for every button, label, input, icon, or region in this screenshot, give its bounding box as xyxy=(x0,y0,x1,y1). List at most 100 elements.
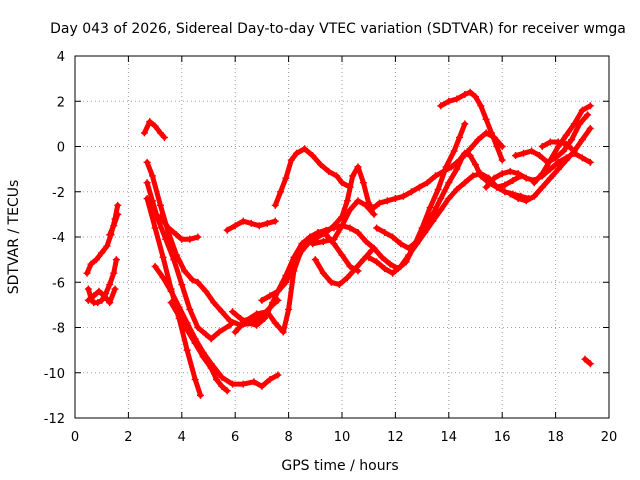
data-point-marker xyxy=(335,281,343,289)
series-track-7 xyxy=(143,179,234,343)
data-point-marker xyxy=(172,231,180,239)
series-line xyxy=(141,119,167,140)
data-point-marker xyxy=(528,147,536,155)
data-point-marker xyxy=(106,231,114,239)
data-point-marker xyxy=(287,156,295,164)
data-point-marker xyxy=(202,287,210,295)
series-track-22 xyxy=(370,120,469,273)
data-point-marker xyxy=(92,256,100,264)
data-point-marker xyxy=(453,185,461,193)
data-point-marker xyxy=(445,195,453,203)
data-point-marker xyxy=(98,296,106,304)
data-point-marker xyxy=(391,195,399,203)
series-track-29 xyxy=(581,355,594,368)
data-point-marker xyxy=(562,131,570,139)
x-tick-label: 6 xyxy=(231,430,239,445)
data-point-marker xyxy=(477,102,485,110)
data-point-marker xyxy=(266,376,274,384)
data-point-marker xyxy=(183,326,191,334)
data-point-marker xyxy=(365,201,373,209)
data-point-marker xyxy=(354,228,362,236)
data-point-marker xyxy=(482,115,490,123)
series-track-25 xyxy=(506,124,594,205)
data-point-marker xyxy=(229,380,237,388)
data-point-marker xyxy=(194,233,202,241)
data-point-marker xyxy=(429,210,437,218)
data-point-marker xyxy=(445,179,453,187)
data-point-marker xyxy=(506,190,514,198)
data-point-marker xyxy=(258,296,266,304)
data-point-marker xyxy=(164,224,172,232)
data-point-marker xyxy=(437,102,445,110)
data-point-marker xyxy=(285,305,293,313)
data-point-marker xyxy=(370,204,378,212)
data-point-marker xyxy=(461,90,469,98)
data-point-marker xyxy=(207,364,215,372)
data-point-marker xyxy=(239,217,247,225)
data-point-marker xyxy=(274,371,282,379)
data-point-marker xyxy=(106,281,114,289)
data-point-marker xyxy=(498,170,506,178)
data-point-marker xyxy=(461,179,469,187)
data-point-marker xyxy=(148,172,156,180)
data-point-marker xyxy=(242,317,250,325)
data-point-marker xyxy=(546,138,554,146)
data-point-marker xyxy=(488,129,496,137)
data-point-marker xyxy=(442,163,450,171)
data-point-marker xyxy=(445,97,453,105)
data-point-marker xyxy=(383,197,391,205)
data-point-marker xyxy=(560,147,568,155)
series-line xyxy=(272,146,353,208)
data-point-marker xyxy=(87,260,95,268)
data-point-marker xyxy=(434,185,442,193)
data-point-marker xyxy=(140,129,148,137)
data-point-marker xyxy=(466,145,474,153)
data-point-marker xyxy=(570,120,578,128)
data-point-marker xyxy=(378,253,386,261)
data-point-marker xyxy=(506,167,514,175)
data-point-marker xyxy=(530,179,538,187)
series-track-9 xyxy=(151,262,282,390)
data-point-marker xyxy=(474,136,482,144)
data-point-marker xyxy=(375,199,383,207)
data-point-marker xyxy=(322,228,330,236)
data-point-marker xyxy=(319,269,327,277)
data-point-marker xyxy=(562,156,570,164)
series-track-14 xyxy=(229,222,378,329)
data-point-marker xyxy=(263,308,271,316)
y-tick-label: -8 xyxy=(52,322,65,337)
data-point-marker xyxy=(279,328,287,336)
y-tick-label: 4 xyxy=(57,50,65,65)
data-point-marker xyxy=(370,244,378,252)
data-point-marker xyxy=(450,147,458,155)
data-point-marker xyxy=(354,197,362,205)
data-point-marker xyxy=(373,224,381,232)
data-point-marker xyxy=(493,143,501,150)
data-point-marker xyxy=(271,201,279,209)
data-point-marker xyxy=(381,265,389,273)
data-point-marker xyxy=(546,156,554,164)
data-point-marker xyxy=(194,324,202,331)
data-point-marker xyxy=(143,158,151,166)
data-point-marker xyxy=(586,102,594,110)
data-point-marker xyxy=(365,253,373,261)
data-point-marker xyxy=(319,238,327,246)
data-point-marker xyxy=(351,265,359,273)
data-point-marker xyxy=(266,292,274,300)
series-track-6 xyxy=(143,158,282,329)
data-point-marker xyxy=(255,222,263,230)
data-point-marker xyxy=(218,308,226,316)
data-series xyxy=(83,88,594,399)
data-point-marker xyxy=(215,328,223,336)
data-point-marker xyxy=(112,256,120,264)
data-point-marker xyxy=(110,222,118,230)
data-point-marker xyxy=(458,154,466,162)
data-point-marker xyxy=(546,165,554,173)
data-point-marker xyxy=(186,235,194,243)
data-point-marker xyxy=(143,195,151,203)
series-line xyxy=(312,248,374,287)
data-point-marker xyxy=(373,258,381,266)
data-point-marker xyxy=(338,222,346,230)
data-point-marker xyxy=(562,140,570,148)
